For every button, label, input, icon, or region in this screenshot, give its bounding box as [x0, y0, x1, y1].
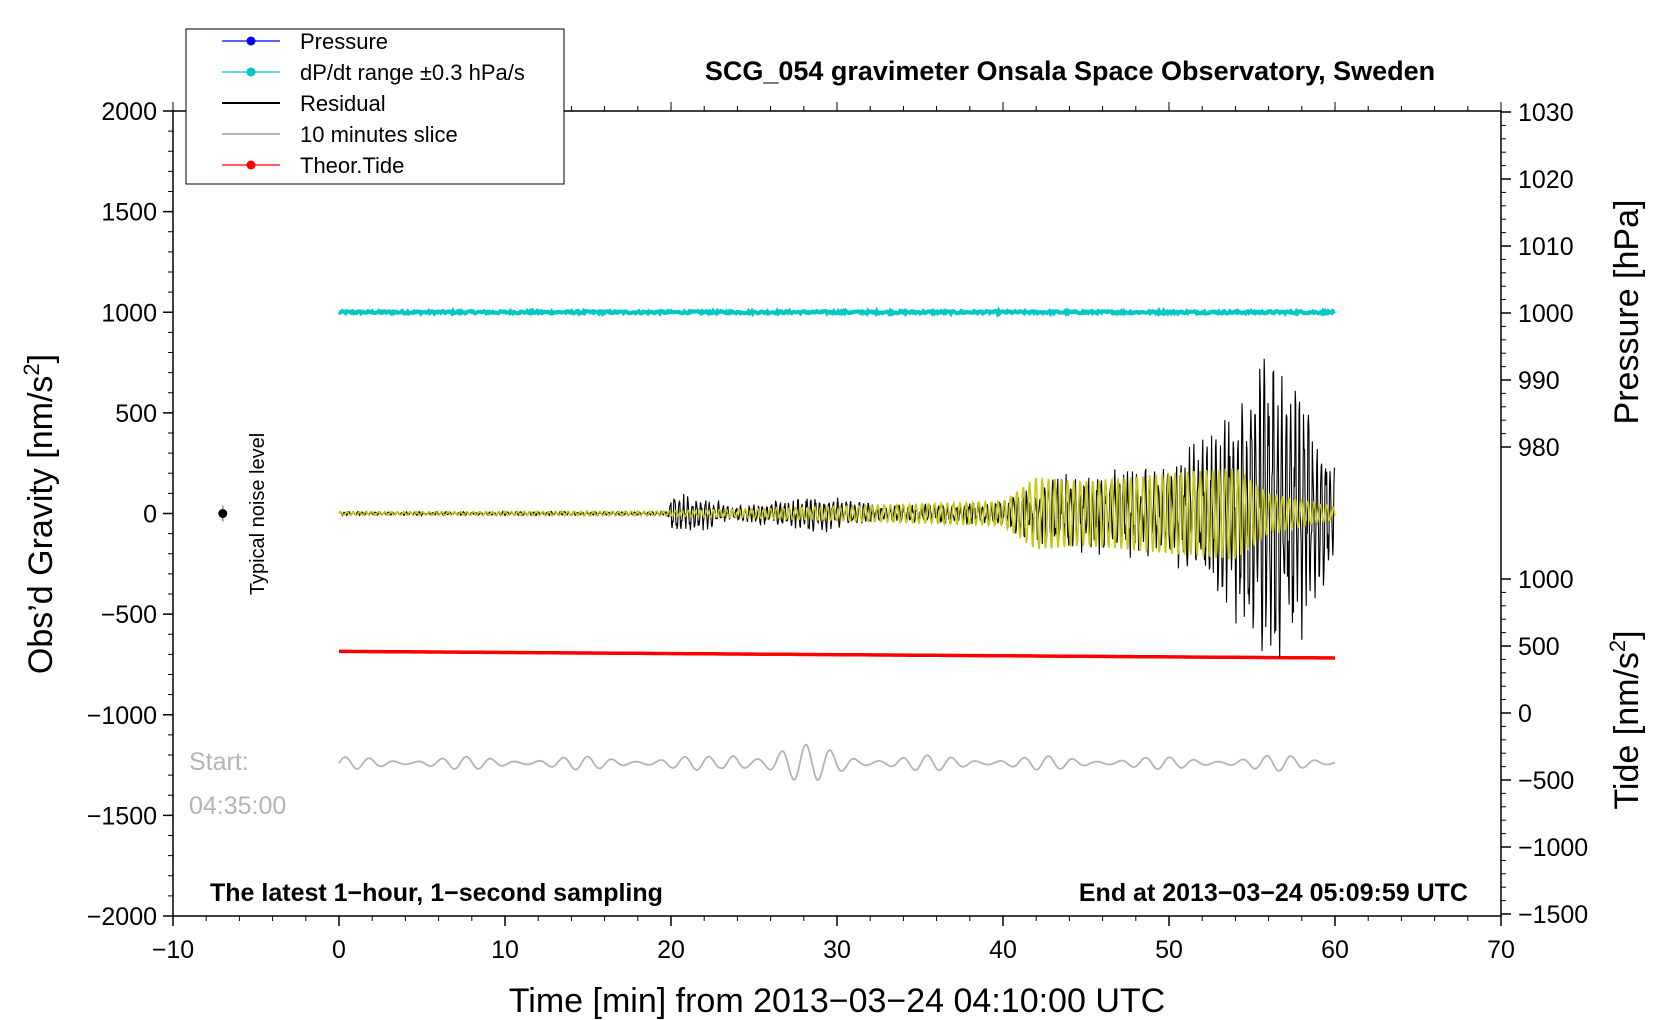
residual-line [338, 358, 1336, 658]
end-time-note: End at 2013−03−24 05:09:59 UTC [1079, 879, 1468, 907]
slice-line [338, 743, 1336, 781]
pressure-tick-label: 990 [1518, 367, 1560, 395]
tide-tick-label: 1000 [1518, 566, 1574, 594]
start-label-line1: Start: [189, 748, 249, 776]
legend-label: Residual [300, 91, 386, 116]
x-tick-label: 30 [823, 936, 851, 964]
sampling-note: The latest 1−hour, 1−second sampling [210, 879, 663, 907]
x-tick-label: 40 [989, 936, 1017, 964]
legend: Pressure dP/dt range ±0.3 hPa/s Residual 10… [185, 28, 565, 185]
plot-frame [172, 110, 1502, 917]
y-tick-label: 1500 [101, 199, 157, 227]
y-tick-label: −1000 [87, 702, 157, 730]
legend-marker [246, 67, 256, 77]
legend-box [185, 28, 565, 185]
legend-label: Theor.Tide [300, 153, 404, 178]
y-axis-label-pressure: Pressure [hPa] [1608, 200, 1646, 425]
x-axis-label: Time [min] from 2013−03−24 04:10:00 UTC [509, 982, 1165, 1020]
tide-line [339, 649, 1336, 660]
x-tick-label: 20 [657, 936, 685, 964]
pressure-tick-label: 980 [1518, 434, 1560, 462]
pressure-tick-label: 1000 [1518, 300, 1574, 328]
chart-title: SCG_054 gravimeter Onsala Space Observat… [705, 56, 1435, 86]
y-tick-label: 1000 [101, 299, 157, 327]
legend-label: 10 minutes slice [300, 122, 458, 147]
legend-marker [246, 36, 256, 46]
start-label-line2: 04:35:00 [189, 792, 286, 820]
x-tick-label: 0 [332, 936, 346, 964]
tide-tick-label: −500 [1518, 767, 1574, 795]
y-tick-label: 2000 [101, 98, 157, 126]
filtered-line [338, 468, 1336, 560]
tide-tick-label: 0 [1518, 700, 1532, 728]
noise-marker [218, 509, 228, 518]
y-axis-label-tide: Tide [nm/s2] [1605, 630, 1646, 809]
x-tick-label: 60 [1321, 936, 1349, 964]
tide-tick-label: −1000 [1518, 834, 1588, 862]
pressure-tick-label: 1010 [1518, 233, 1574, 261]
tide-tick-label: 500 [1518, 633, 1560, 661]
legend-label: Pressure [300, 29, 388, 54]
y-tick-label: −500 [101, 601, 157, 629]
x-tick-label: 10 [491, 936, 519, 964]
x-tick-label: −10 [152, 936, 194, 964]
x-tick-label: 50 [1155, 936, 1183, 964]
noise-level-label: Typical noise level [247, 433, 269, 595]
y-tick-label: 0 [143, 501, 157, 529]
y-tick-label: 500 [115, 400, 157, 428]
tide-tick-label: −1500 [1518, 901, 1588, 929]
pressure-tick-label: 1020 [1518, 166, 1574, 194]
legend-label: dP/dt range ±0.3 hPa/s [300, 60, 525, 85]
dpdt-line [337, 306, 1336, 318]
y-axis-label-gravity: Obs’d Gravity [nm/s2] [19, 354, 60, 674]
axes-layer: −10 0 10 20 30 40 50 60 702000150010005000−500−1… [87, 98, 1588, 964]
series-layer [218, 306, 1336, 781]
pressure-tick-label: 1030 [1518, 99, 1574, 127]
y-tick-label: −2000 [87, 903, 157, 931]
x-tick-label: 70 [1487, 936, 1515, 964]
legend-marker [246, 160, 256, 170]
y-tick-label: −1500 [87, 802, 157, 830]
